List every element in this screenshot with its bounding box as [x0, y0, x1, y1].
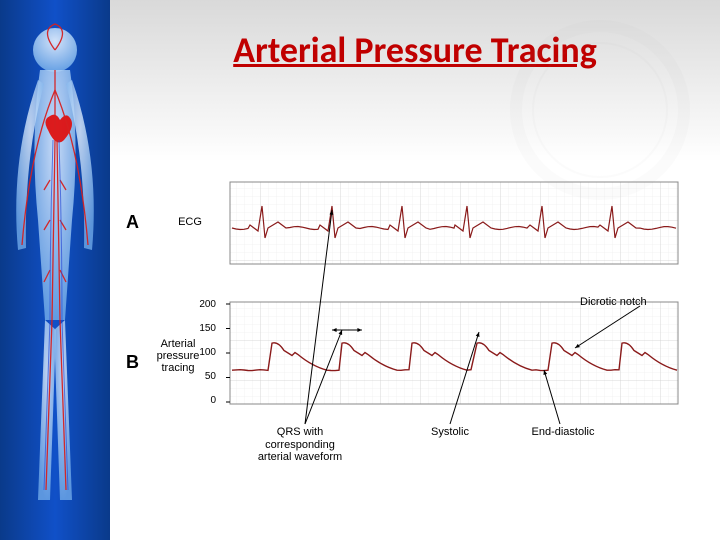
charts-area: A ECG B Arterial pressure tracing 200 15… [120, 180, 702, 500]
callout-dicrotic: Dicrotic notch [580, 296, 680, 309]
ytick-100: 100 [188, 347, 216, 358]
ytick-50: 50 [188, 371, 216, 382]
panel-a-letter: A [126, 212, 139, 233]
panel-b-letter: B [126, 352, 139, 373]
ytick-0: 0 [188, 395, 216, 406]
watermark-circle [510, 20, 690, 200]
ytick-200: 200 [188, 299, 216, 310]
vascular-figure [10, 20, 100, 520]
callout-end-diastolic: End-diastolic [518, 426, 608, 439]
main-content: Arterial Pressure Tracing A ECG B Arteri… [110, 0, 720, 540]
callout-qrs: QRS with corresponding arterial waveform [240, 426, 360, 464]
callout-systolic: Systolic [420, 426, 480, 439]
ecg-axis-label: ECG [170, 216, 210, 228]
ecg-chart [220, 180, 680, 266]
arterial-chart [220, 300, 680, 406]
slide: Arterial Pressure Tracing A ECG B Arteri… [0, 0, 720, 540]
sidebar-anatomy [0, 0, 110, 540]
ytick-150: 150 [188, 323, 216, 334]
